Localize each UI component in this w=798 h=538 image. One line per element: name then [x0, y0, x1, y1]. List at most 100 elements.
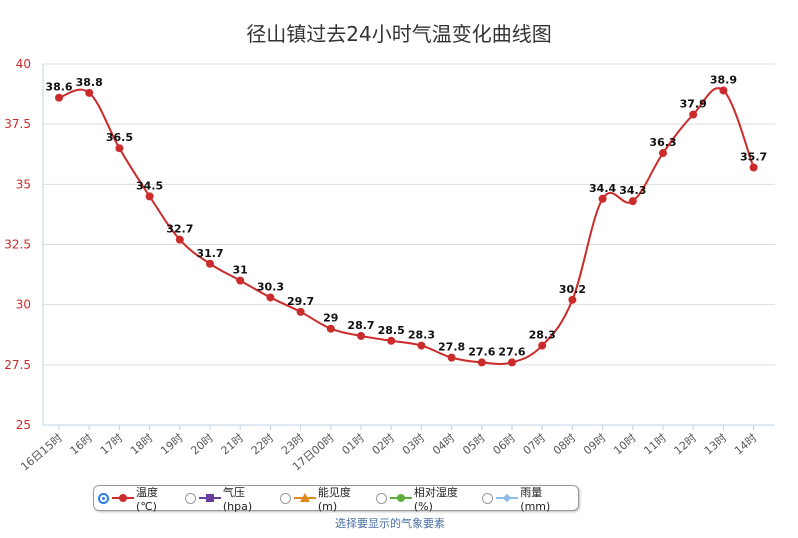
- y-tick-label: 25: [16, 418, 31, 432]
- data-label: 29.7: [287, 295, 314, 308]
- data-point: [477, 358, 486, 367]
- series-line-temperature: [58, 87, 755, 365]
- data-label: 38.6: [45, 81, 72, 94]
- data-point: [55, 93, 63, 102]
- data-label: 32.7: [166, 223, 193, 236]
- x-tick-label: 12时: [672, 431, 700, 457]
- data-label: 37.9: [680, 98, 707, 111]
- data-point: [206, 259, 214, 268]
- data-label: 30.3: [257, 280, 284, 293]
- data-point: [85, 88, 94, 97]
- humidity-series-icon: [389, 493, 412, 503]
- data-point: [387, 336, 396, 345]
- x-tick-label: 16时: [68, 431, 96, 457]
- legend-item-rainfall[interactable]: 雨量 (mm): [482, 484, 574, 513]
- x-tick-label: 14时: [732, 431, 760, 457]
- legend-caption: 选择要显示的气象要素: [335, 517, 445, 530]
- data-label: 29: [323, 312, 338, 325]
- data-point: [447, 353, 456, 362]
- y-tick-label: 40: [16, 57, 31, 71]
- data-point: [357, 331, 365, 340]
- rainfall-series-icon: [496, 493, 518, 503]
- data-point: [538, 341, 547, 350]
- radio-rainfall[interactable]: [482, 492, 493, 504]
- data-point: [719, 86, 728, 95]
- legend-label-temperature: 温度 (℃): [136, 485, 159, 513]
- data-label: 36.5: [106, 131, 133, 144]
- data-label: 30.2: [559, 283, 586, 296]
- data-point: [508, 358, 516, 367]
- legend-label-humidity: 相对湿度 (%): [413, 485, 458, 513]
- data-point: [689, 110, 698, 119]
- data-point: [749, 163, 758, 172]
- x-tick-label: 21时: [219, 431, 247, 457]
- legend-label-pressure: 气压 (hpa): [222, 485, 253, 513]
- data-label: 28.3: [529, 329, 556, 342]
- data-label: 27.6: [468, 345, 495, 358]
- legend-label-visibility: 能见度 (m): [317, 485, 351, 513]
- legend-item-temperature[interactable]: 温度 (℃): [98, 484, 181, 513]
- data-point: [598, 194, 607, 203]
- x-tick-label: 02时: [370, 431, 398, 457]
- x-tick-label: 08时: [551, 431, 579, 457]
- data-label: 38.9: [710, 73, 737, 86]
- x-tick-label: 05时: [460, 431, 488, 457]
- data-label: 28.7: [347, 319, 374, 332]
- x-tick-label: 18时: [128, 431, 156, 457]
- legend-label-rainfall: 雨量 (mm): [520, 485, 551, 513]
- data-point: [115, 144, 124, 153]
- x-tick-label: 03时: [400, 431, 428, 457]
- data-label: 31: [233, 264, 248, 277]
- y-tick-label: 32.5: [4, 238, 31, 252]
- x-tick-label: 10时: [611, 431, 639, 457]
- y-tick-label: 27.5: [4, 358, 31, 372]
- data-label: 28.3: [408, 329, 435, 342]
- temperature-series-icon: [111, 493, 134, 503]
- chart-title: 径山镇过去24小时气温变化曲线图: [246, 22, 552, 46]
- data-point: [417, 341, 426, 350]
- data-label: 34.5: [136, 179, 163, 192]
- y-tick-label: 30: [16, 298, 31, 312]
- x-tick-label: 20时: [188, 431, 216, 457]
- data-label: 34.3: [619, 184, 646, 197]
- x-tick-label: 06时: [490, 431, 518, 457]
- radio-pressure[interactable]: [184, 492, 196, 504]
- x-tick-label: 11时: [641, 431, 669, 457]
- x-tick-label: 13时: [702, 431, 730, 457]
- x-tick-label: 19时: [158, 431, 186, 457]
- data-point: [296, 307, 305, 316]
- data-label: 38.8: [76, 76, 103, 89]
- radio-temperature[interactable]: [98, 492, 109, 504]
- data-point: [568, 295, 577, 304]
- x-tick-label: 17时: [98, 431, 126, 457]
- data-point: [659, 149, 667, 158]
- radio-humidity[interactable]: [375, 492, 387, 504]
- data-point: [266, 293, 275, 302]
- x-tick-label: 01时: [339, 431, 367, 457]
- x-tick-label: 04时: [430, 431, 458, 457]
- data-label: 34.4: [589, 182, 616, 195]
- data-label: 31.7: [196, 247, 223, 260]
- radio-visibility[interactable]: [279, 492, 291, 504]
- x-tick-label: 09时: [581, 431, 609, 457]
- y-tick-label: 37.5: [4, 117, 31, 131]
- data-label: 35.7: [740, 150, 767, 163]
- data-point: [236, 276, 245, 285]
- x-tick-label: 16日15时: [18, 431, 65, 473]
- legend-item-pressure[interactable]: 气压 (hpa): [184, 484, 276, 513]
- data-point: [175, 235, 184, 244]
- legend-item-humidity[interactable]: 相对湿度 (%): [375, 484, 478, 513]
- data-point: [326, 324, 335, 333]
- visibility-series-icon: [293, 493, 316, 503]
- data-label: 27.6: [498, 345, 525, 358]
- x-tick-label: 07时: [521, 431, 549, 457]
- legend: 温度 (℃) 气压 (hpa) 能见度 (m) 相对湿度 (%) 雨量 (mm): [93, 484, 579, 513]
- pressure-series-icon: [198, 493, 221, 503]
- data-label: 28.5: [378, 324, 405, 337]
- legend-item-visibility[interactable]: 能见度 (m): [279, 484, 372, 513]
- x-tick-label: 22时: [249, 431, 277, 457]
- data-point: [628, 197, 637, 206]
- y-tick-label: 35: [16, 177, 31, 191]
